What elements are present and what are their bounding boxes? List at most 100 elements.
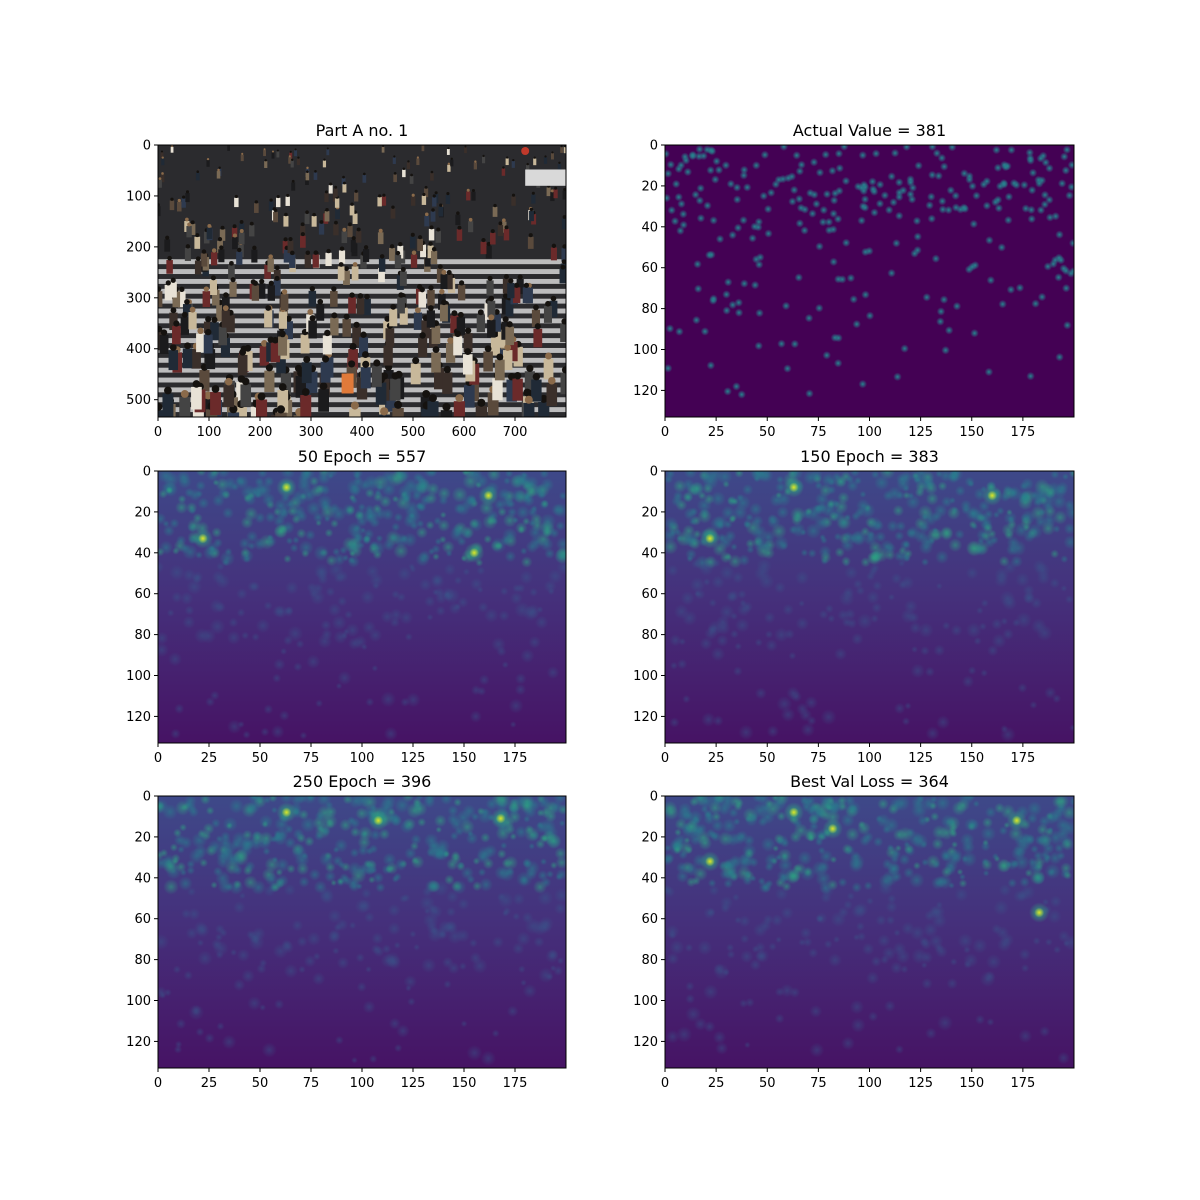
person-head <box>317 299 323 305</box>
person-body <box>158 180 162 188</box>
density-blob <box>213 538 223 548</box>
density-blob <box>357 982 367 992</box>
person-body <box>279 311 287 328</box>
density-blob <box>1069 724 1076 731</box>
density-blob <box>273 658 285 670</box>
y-tick-label: 20 <box>134 830 151 845</box>
density-point <box>672 180 681 189</box>
density-blob <box>789 987 800 998</box>
density-blob <box>669 717 679 727</box>
person-head <box>431 171 434 174</box>
density-blob <box>733 666 743 676</box>
density-blob <box>167 609 175 617</box>
person-head <box>499 221 503 225</box>
density-blob <box>722 481 729 488</box>
person-head <box>272 151 274 153</box>
person-head <box>352 236 356 240</box>
density-blob <box>851 633 863 645</box>
density-blob <box>477 807 485 815</box>
density-blob <box>919 936 929 946</box>
person-body <box>183 348 192 368</box>
person-head <box>526 163 528 165</box>
person-head <box>349 292 355 298</box>
density-blob <box>437 519 450 532</box>
density-blob <box>838 517 849 528</box>
density-blob <box>1033 497 1043 507</box>
density-blob <box>872 581 882 591</box>
density-point <box>810 190 819 199</box>
density-blob <box>962 675 974 687</box>
density-blob <box>671 495 683 507</box>
density-blob <box>315 699 323 707</box>
person-head <box>444 366 451 373</box>
person-body <box>511 196 515 205</box>
density-blob <box>886 916 895 925</box>
density-blob <box>163 525 175 537</box>
hotspot <box>282 482 292 492</box>
density-point <box>715 166 724 175</box>
density-blob <box>391 815 402 826</box>
person-body <box>201 253 207 266</box>
person-head <box>465 327 471 333</box>
density-blob <box>808 803 817 812</box>
person-body <box>481 242 487 254</box>
density-point <box>777 339 786 348</box>
density-blob <box>1010 555 1022 567</box>
density-blob <box>936 583 943 590</box>
density-blob <box>926 726 940 740</box>
person-body <box>263 150 266 156</box>
density-blob <box>423 912 439 928</box>
density-blob <box>949 467 960 478</box>
density-blob <box>730 630 739 639</box>
density-blob <box>775 1013 785 1023</box>
density-blob <box>388 904 401 917</box>
density-blob <box>664 853 675 864</box>
density-blob <box>974 637 982 645</box>
crowd-photo <box>153 143 571 440</box>
density-blob <box>220 551 236 567</box>
person-body <box>455 215 460 226</box>
density-blob <box>547 666 560 679</box>
density-blob <box>197 951 212 966</box>
density-blob <box>469 939 478 948</box>
x-tick-label: 150 <box>452 1076 477 1091</box>
density-blob <box>925 1028 937 1040</box>
person-head <box>403 167 406 170</box>
density-blob <box>866 572 875 581</box>
density-blob <box>515 684 526 695</box>
density-blob <box>1000 725 1008 733</box>
density-point <box>759 192 768 201</box>
density-blob <box>682 695 690 703</box>
density-blob <box>413 944 420 951</box>
density-blob <box>755 638 763 646</box>
person-body <box>531 194 535 203</box>
density-blob <box>181 909 191 919</box>
density-blob <box>729 855 741 867</box>
y-tick-label: 100 <box>126 189 151 204</box>
density-blob <box>153 934 169 950</box>
person-body <box>411 363 421 384</box>
density-blob <box>523 984 537 998</box>
person-body <box>391 208 396 218</box>
density-blob <box>704 1021 716 1033</box>
density-blob <box>523 815 530 822</box>
density-point <box>828 167 837 176</box>
y-tick-label: 60 <box>134 912 151 927</box>
density-blob <box>964 818 978 832</box>
density-blob <box>312 972 325 985</box>
density-point <box>682 156 691 165</box>
density-point <box>932 254 941 263</box>
density-blob <box>425 492 437 504</box>
density-blob <box>765 639 777 651</box>
x-tick-label: 600 <box>452 425 477 440</box>
person-body <box>410 176 414 184</box>
density-blob <box>1045 938 1053 946</box>
person-body <box>431 251 437 264</box>
person-head <box>314 250 318 254</box>
density-blob <box>857 613 873 629</box>
density-blob <box>676 862 688 874</box>
person-head <box>429 394 437 402</box>
density-blob <box>1005 861 1012 868</box>
density-blob <box>713 963 724 974</box>
